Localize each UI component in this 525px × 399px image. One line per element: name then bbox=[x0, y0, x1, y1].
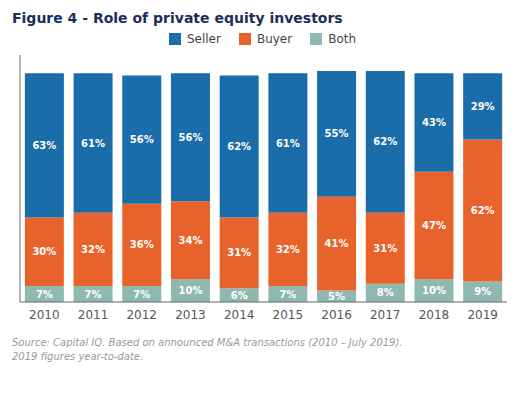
svg-text:2014: 2014 bbox=[224, 308, 255, 322]
svg-text:56%: 56% bbox=[130, 134, 154, 145]
html-text:Buyer: Buyer bbox=[256, 32, 293, 46]
svg-text:9%: 9% bbox=[474, 286, 491, 297]
svg-text:2011: 2011 bbox=[78, 308, 109, 322]
html-text:2019 figures year-to-date.: 2019 figures year-to-date. bbox=[12, 351, 144, 362]
svg-text:2010: 2010 bbox=[29, 308, 60, 322]
svg-text:36%: 36% bbox=[130, 239, 154, 250]
svg-text:30%: 30% bbox=[32, 246, 56, 257]
svg-text:31%: 31% bbox=[227, 247, 251, 258]
svg-text:34%: 34% bbox=[179, 235, 203, 246]
svg-text:7%: 7% bbox=[36, 289, 53, 300]
svg-text:29%: 29% bbox=[471, 101, 495, 112]
svg-text:62%: 62% bbox=[471, 205, 495, 216]
svg-text:47%: 47% bbox=[422, 220, 446, 231]
svg-text:31%: 31% bbox=[373, 243, 397, 254]
svg-text:10%: 10% bbox=[179, 285, 203, 296]
svg-text:7%: 7% bbox=[279, 289, 296, 300]
svg-text:2015: 2015 bbox=[273, 308, 304, 322]
svg-text:43%: 43% bbox=[422, 117, 446, 128]
svg-text:6%: 6% bbox=[231, 290, 248, 301]
svg-text:41%: 41% bbox=[325, 238, 349, 249]
svg-text:5%: 5% bbox=[328, 291, 345, 302]
svg-text:2017: 2017 bbox=[370, 308, 401, 322]
svg-text:10%: 10% bbox=[422, 285, 446, 296]
svg-text:8%: 8% bbox=[377, 287, 394, 298]
svg-text:61%: 61% bbox=[276, 138, 300, 149]
html-text:Figure 4 - Role of private equ: Figure 4 - Role of private equity invest… bbox=[12, 10, 343, 26]
svg-text:2019: 2019 bbox=[467, 308, 498, 322]
svg-text:2018: 2018 bbox=[419, 308, 450, 322]
svg-text:63%: 63% bbox=[32, 140, 56, 151]
svg-text:32%: 32% bbox=[276, 244, 300, 255]
svg-text:62%: 62% bbox=[227, 141, 251, 152]
svg-text:2012: 2012 bbox=[126, 308, 157, 322]
html-text:Seller: Seller bbox=[186, 32, 221, 46]
html-text:Source: Capital IQ. Based on a: Source: Capital IQ. Based on announced M… bbox=[12, 337, 403, 348]
svg-text:61%: 61% bbox=[81, 138, 105, 149]
svg-text:62%: 62% bbox=[373, 136, 397, 147]
svg-text:56%: 56% bbox=[179, 132, 203, 143]
svg-text:7%: 7% bbox=[85, 289, 102, 300]
svg-text:32%: 32% bbox=[81, 244, 105, 255]
html-text:Both: Both bbox=[328, 32, 357, 46]
svg-text:55%: 55% bbox=[325, 128, 349, 139]
svg-text:2016: 2016 bbox=[321, 308, 352, 322]
svg-text:2013: 2013 bbox=[175, 308, 206, 322]
svg-text:7%: 7% bbox=[133, 289, 150, 300]
